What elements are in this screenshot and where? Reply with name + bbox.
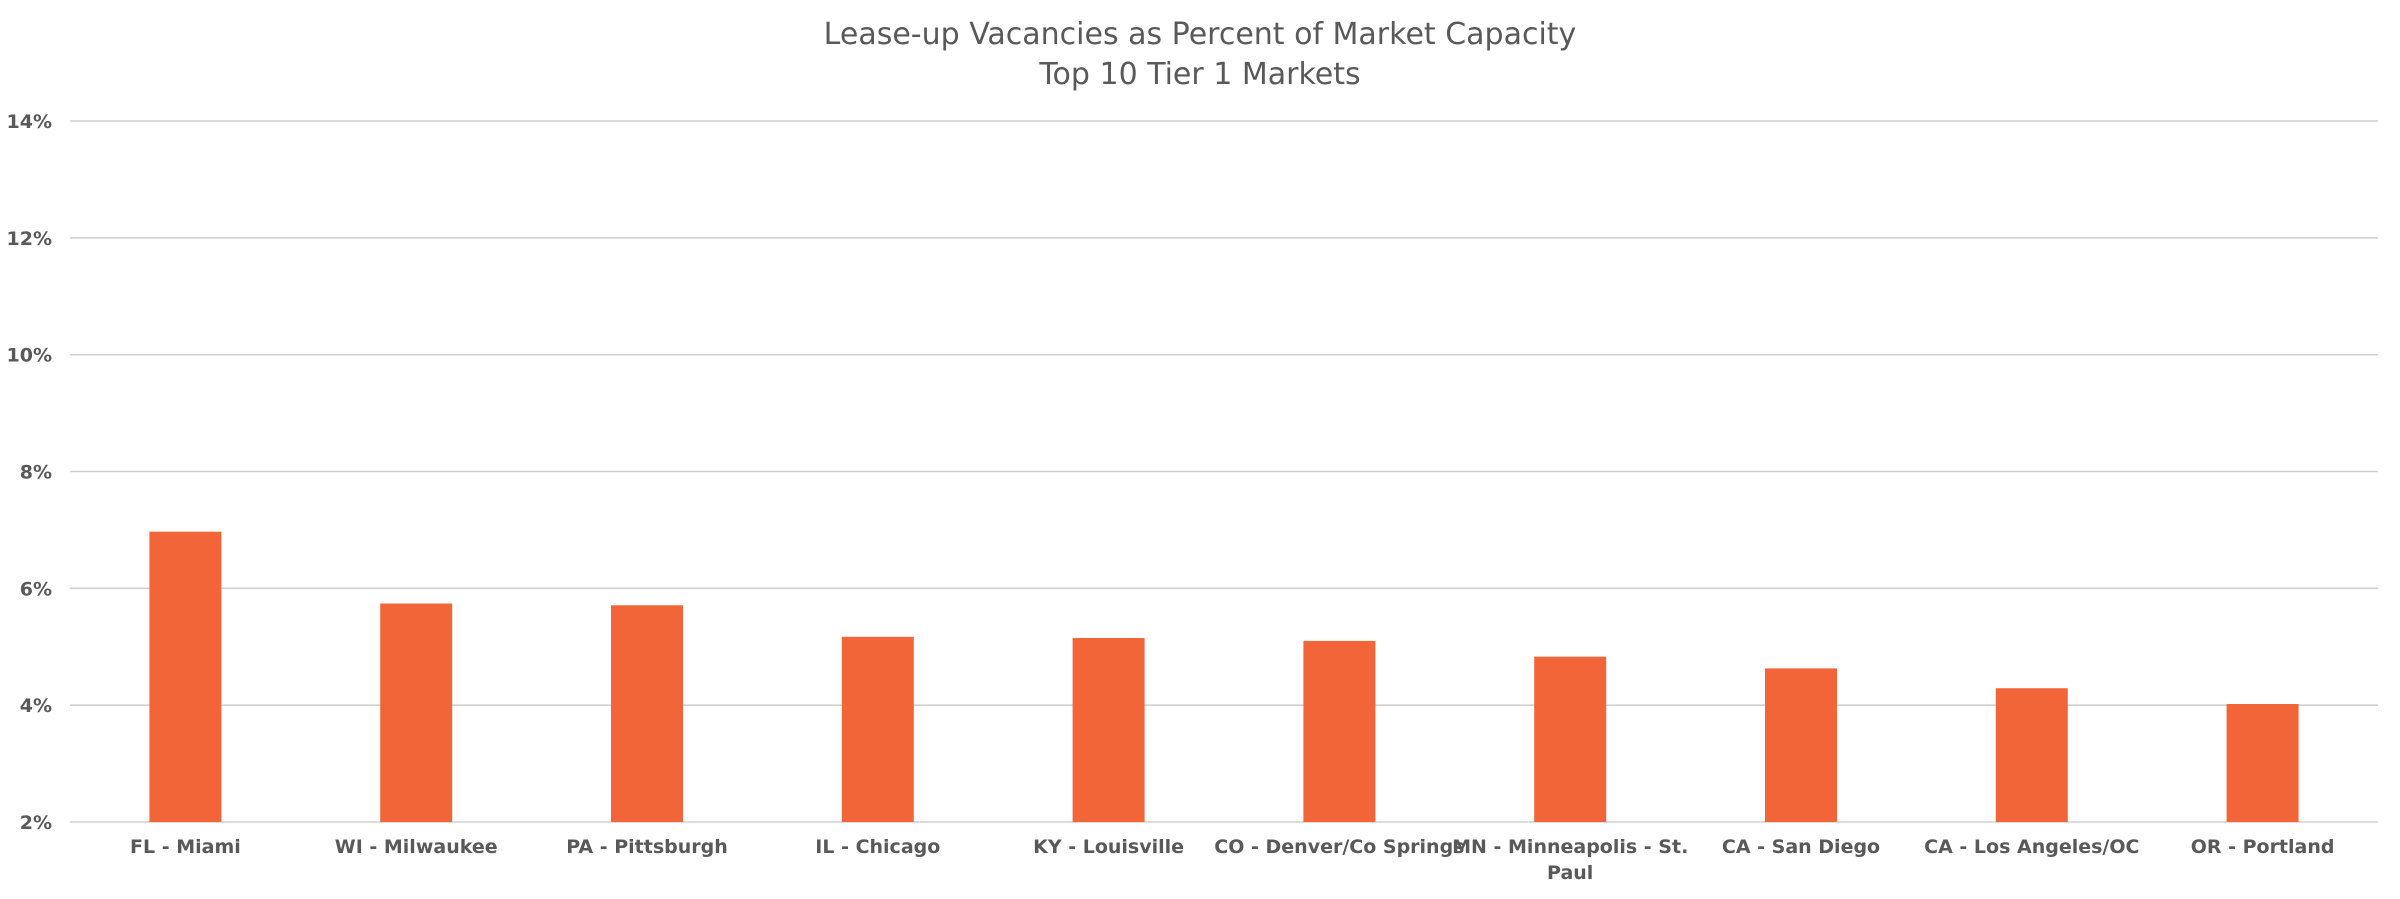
bar xyxy=(2226,703,2299,822)
x-category-label: FL - Miami xyxy=(130,836,241,858)
y-tick-label: 10% xyxy=(7,345,52,367)
x-category-label: WI - Milwaukee xyxy=(335,836,498,858)
y-tick-label: 8% xyxy=(20,462,52,484)
chart-subtitle: Top 10 Tier 1 Markets xyxy=(1038,57,1360,92)
bar xyxy=(841,636,914,822)
x-category-label: CO - Denver/Co Springs xyxy=(1214,836,1464,858)
x-category-label: CA - Los Angeles/OC xyxy=(1924,836,2139,858)
bar xyxy=(1995,688,2068,822)
x-category-label: CA - San Diego xyxy=(1722,836,1880,858)
chart-title: Lease-up Vacancies as Percent of Market … xyxy=(824,17,1577,52)
x-category-label: MN - Minneapolis - St. Paul xyxy=(1452,836,1688,884)
x-category-label: OR - Portland xyxy=(2191,836,2335,858)
x-axis-category-labels: FL - Miami WI - Milwaukee PA - Pittsburgh I… xyxy=(130,836,2334,884)
x-category-label: PA - Pittsburgh xyxy=(566,836,728,858)
y-tick-label: 14% xyxy=(7,111,52,133)
x-category-label: IL - Chicago xyxy=(815,836,940,858)
bar xyxy=(1534,656,1607,822)
bars xyxy=(149,531,2299,822)
bar xyxy=(380,603,453,822)
bar xyxy=(1072,637,1145,822)
y-tick-label: 4% xyxy=(20,695,52,717)
y-tick-label: 6% xyxy=(20,578,52,600)
y-axis-tick-labels: 2% 4% 6% 8% 10% 12% 14% xyxy=(7,111,52,834)
gridlines xyxy=(70,120,2378,823)
bar xyxy=(1303,640,1376,822)
bar xyxy=(149,531,222,822)
bar xyxy=(611,605,683,822)
bar xyxy=(1765,668,1837,822)
y-tick-label: 12% xyxy=(7,228,52,250)
y-tick-label: 2% xyxy=(20,812,52,834)
x-category-label: KY - Louisville xyxy=(1033,836,1184,858)
